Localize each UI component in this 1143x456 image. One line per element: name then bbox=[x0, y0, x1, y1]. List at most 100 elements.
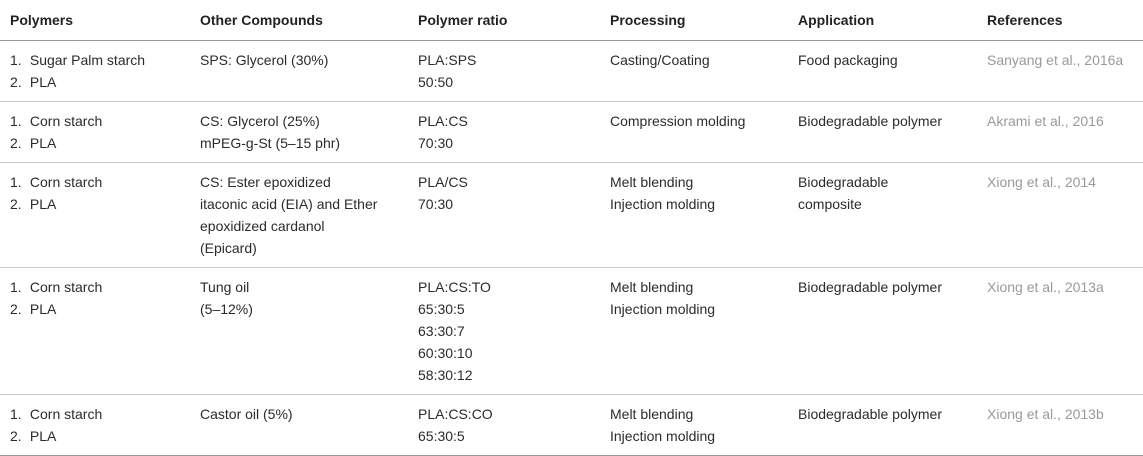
polymer-name: Corn starch bbox=[26, 279, 103, 295]
header-processing: Processing bbox=[610, 0, 798, 41]
cell-processing: Melt blending Injection molding bbox=[610, 395, 798, 456]
ratio-line: 70:30 bbox=[418, 196, 454, 212]
cell-other-compounds: CS: Glycerol (25%) mPEG-g-St (5–15 phr) bbox=[200, 102, 418, 163]
cell-other-compounds: Tung oil (5–12%) bbox=[200, 268, 418, 395]
cell-reference: Xiong et al., 2014 bbox=[987, 163, 1143, 268]
polymer-list-item: 1. Sugar Palm starch bbox=[10, 49, 200, 71]
table-row: 1. Corn starch 2. PLA CS: Ester epoxidized… bbox=[0, 163, 1143, 268]
reference-link[interactable]: Xiong et al., 2013b bbox=[987, 406, 1104, 422]
cell-polymer-ratio: PLA:CS 70:30 bbox=[418, 102, 610, 163]
processing-line: Melt blending bbox=[610, 174, 694, 190]
cell-application: Biodegradable polymer bbox=[798, 268, 987, 395]
cell-polymer-ratio: PLA:SPS 50:50 bbox=[418, 41, 610, 102]
polymer-name: PLA bbox=[26, 196, 57, 212]
list-number: 2. bbox=[10, 196, 22, 212]
cell-application: Biodegradable polymer bbox=[798, 102, 987, 163]
compound-line: SPS: Glycerol (30%) bbox=[200, 52, 329, 68]
compound-line: CS: Ester epoxidized bbox=[200, 174, 331, 190]
ratio-line: PLA/CS bbox=[418, 174, 468, 190]
ratio-line: PLA:CS:CO bbox=[418, 406, 493, 422]
processing-line: Compression molding bbox=[610, 113, 746, 129]
processing-line: Melt blending bbox=[610, 406, 694, 422]
cell-polymer-ratio: PLA/CS 70:30 bbox=[418, 163, 610, 268]
compound-line: mPEG-g-St (5–15 phr) bbox=[200, 135, 341, 151]
cell-reference: Sanyang et al., 2016a bbox=[987, 41, 1143, 102]
ratio-line: 58:30:12 bbox=[418, 367, 473, 383]
ratio-line: 60:30:10 bbox=[418, 345, 473, 361]
cell-polymers: 1. Sugar Palm starch 2. PLA bbox=[0, 41, 200, 102]
ratio-line: 50:50 bbox=[418, 74, 454, 90]
polymer-list-item: 2. PLA bbox=[10, 71, 200, 93]
list-number: 1. bbox=[10, 279, 22, 295]
polymer-name: Sugar Palm starch bbox=[26, 52, 146, 68]
polymer-list-item: 1. Corn starch bbox=[10, 403, 200, 425]
cell-polymers: 1. Corn starch 2. PLA bbox=[0, 395, 200, 456]
header-polymers: Polymers bbox=[0, 0, 200, 41]
polymer-list-item: 2. PLA bbox=[10, 132, 200, 154]
compound-line: CS: Glycerol (25%) bbox=[200, 113, 320, 129]
list-number: 2. bbox=[10, 428, 22, 444]
list-number: 2. bbox=[10, 301, 22, 317]
polymer-list: 1. Sugar Palm starch 2. PLA bbox=[10, 49, 200, 93]
compound-line: itaconic acid (EIA) and Ether bbox=[200, 196, 378, 212]
reference-link[interactable]: Sanyang et al., 2016a bbox=[987, 52, 1124, 68]
cell-reference: Xiong et al., 2013b bbox=[987, 395, 1143, 456]
cell-other-compounds: CS: Ester epoxidized itaconic acid (EIA) … bbox=[200, 163, 418, 268]
cell-polymer-ratio: PLA:CS:CO 65:30:5 bbox=[418, 395, 610, 456]
polymer-list-item: 1. Corn starch bbox=[10, 276, 200, 298]
cell-application: Biodegradable polymer bbox=[798, 395, 987, 456]
compound-line: Castor oil (5%) bbox=[200, 406, 293, 422]
table-header: Polymers Other Compounds Polymer ratio P… bbox=[0, 0, 1143, 41]
header-polymer-ratio: Polymer ratio bbox=[418, 0, 610, 41]
compound-line: (5–12%) bbox=[200, 301, 253, 317]
processing-line: Casting/Coating bbox=[610, 52, 710, 68]
ratio-line: PLA:CS bbox=[418, 113, 468, 129]
table-row: 1. Corn starch 2. PLA Tung oil (5–12%) PLA:C… bbox=[0, 268, 1143, 395]
polymer-list: 1. Corn starch 2. PLA bbox=[10, 171, 200, 215]
ratio-line: PLA:CS:TO bbox=[418, 279, 491, 295]
application-line: Biodegradable bbox=[798, 174, 889, 190]
processing-line: Injection molding bbox=[610, 196, 716, 212]
cell-application: Biodegradable composite bbox=[798, 163, 987, 268]
header-references: References bbox=[987, 0, 1143, 41]
list-number: 2. bbox=[10, 74, 22, 90]
processing-line: Injection molding bbox=[610, 428, 716, 444]
cell-processing: Melt blending Injection molding bbox=[610, 163, 798, 268]
table-row: 1. Corn starch 2. PLA CS: Glycerol (25%) mP… bbox=[0, 102, 1143, 163]
polymer-name: PLA bbox=[26, 74, 57, 90]
polymer-list: 1. Corn starch 2. PLA bbox=[10, 403, 200, 447]
header-application: Application bbox=[798, 0, 987, 41]
cell-polymers: 1. Corn starch 2. PLA bbox=[0, 163, 200, 268]
ratio-line: 65:30:5 bbox=[418, 301, 465, 317]
list-number: 1. bbox=[10, 52, 22, 68]
reference-link[interactable]: Akrami et al., 2016 bbox=[987, 113, 1104, 129]
compound-line: Tung oil bbox=[200, 279, 250, 295]
compound-line: (Epicard) bbox=[200, 240, 257, 256]
ratio-line: PLA:SPS bbox=[418, 52, 477, 68]
cell-reference: Xiong et al., 2013a bbox=[987, 268, 1143, 395]
polymer-list: 1. Corn starch 2. PLA bbox=[10, 276, 200, 320]
cell-processing: Compression molding bbox=[610, 102, 798, 163]
polymer-list-item: 2. PLA bbox=[10, 298, 200, 320]
application-line: Biodegradable polymer bbox=[798, 279, 942, 295]
processing-line: Melt blending bbox=[610, 279, 694, 295]
cell-other-compounds: Castor oil (5%) bbox=[200, 395, 418, 456]
application-line: composite bbox=[798, 196, 862, 212]
polymer-name: Corn starch bbox=[26, 113, 103, 129]
table-row: 1. Corn starch 2. PLA Castor oil (5%) PLA:C… bbox=[0, 395, 1143, 456]
polymer-name: Corn starch bbox=[26, 406, 103, 422]
table-row: 1. Sugar Palm starch 2. PLA SPS: Glycerol … bbox=[0, 41, 1143, 102]
list-number: 2. bbox=[10, 135, 22, 151]
polymer-name: Corn starch bbox=[26, 174, 103, 190]
cell-other-compounds: SPS: Glycerol (30%) bbox=[200, 41, 418, 102]
reference-link[interactable]: Xiong et al., 2013a bbox=[987, 279, 1104, 295]
application-line: Biodegradable polymer bbox=[798, 113, 942, 129]
application-line: Food packaging bbox=[798, 52, 898, 68]
polymer-list-item: 1. Corn starch bbox=[10, 171, 200, 193]
polymer-name: PLA bbox=[26, 135, 57, 151]
cell-polymer-ratio: PLA:CS:TO 65:30:5 63:30:7 60:30:10 58:30:12 bbox=[418, 268, 610, 395]
ratio-line: 70:30 bbox=[418, 135, 454, 151]
reference-link[interactable]: Xiong et al., 2014 bbox=[987, 174, 1096, 190]
header-other-compounds: Other Compounds bbox=[200, 0, 418, 41]
